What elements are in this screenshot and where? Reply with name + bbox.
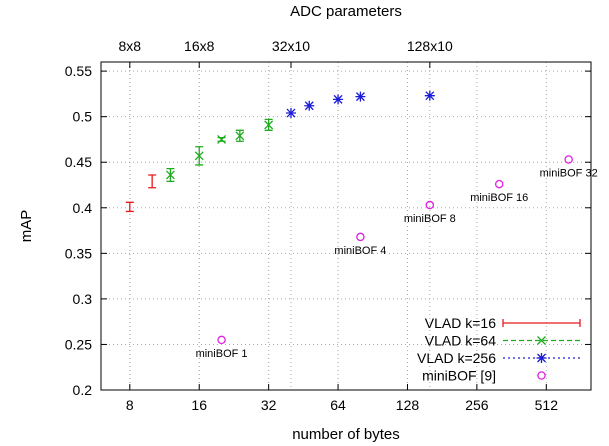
star-glyph (536, 353, 547, 363)
star-glyph (304, 100, 315, 111)
circle-glyph (494, 179, 504, 189)
x-tick-label: 32 (261, 397, 277, 413)
x-tick-label: 128 (396, 397, 420, 413)
series-minibof-9 (217, 155, 573, 345)
y-tick-label: 0.25 (65, 336, 92, 352)
x2-tick-label: 8x8 (119, 38, 142, 54)
cross-glyph (194, 151, 204, 161)
y-tick-label: 0.3 (73, 291, 93, 307)
data-point (494, 179, 504, 189)
series-vlad-k-64 (165, 118, 274, 183)
data-point-errorbar (148, 174, 157, 189)
legend-label: miniBOF [9] (422, 368, 496, 384)
x-tick-label: 16 (191, 397, 207, 413)
cross-glyph (165, 170, 175, 180)
legend-label: VLAD k=64 (425, 333, 496, 349)
plot-frame (100, 61, 592, 391)
x2-tick-label: 128x10 (407, 38, 453, 54)
legend-marker (537, 371, 546, 380)
circle-glyph (564, 155, 573, 164)
x2-tick-label: 16x8 (184, 38, 215, 54)
grid (101, 62, 591, 391)
errorbar-glyph (148, 174, 157, 189)
cross-glyph (235, 131, 245, 141)
data-point (424, 90, 435, 101)
star-glyph (333, 94, 344, 105)
legend-entry: VLAD k=64 (425, 333, 580, 349)
legend-swatch (502, 319, 581, 327)
x-tick-label: 256 (465, 397, 489, 413)
circle-glyph (217, 335, 226, 345)
data-point (425, 200, 435, 210)
point-label: miniBOF 4 (334, 245, 386, 257)
data-point (333, 94, 344, 105)
errorbar-glyph (125, 201, 134, 213)
legend-label: VLAD k=16 (425, 315, 496, 331)
cross-glyph (537, 336, 546, 345)
point-label: miniBOF 16 (470, 192, 528, 204)
y-tick-label: 0.2 (73, 382, 93, 398)
data-point (165, 170, 175, 180)
point-label: miniBOF 32 (540, 167, 598, 179)
y-tick-label: 0.4 (73, 200, 93, 216)
series-vlad-k-16 (125, 174, 157, 213)
x2-tick-label: 32x10 (272, 38, 310, 54)
x-tick-label: 8 (126, 397, 134, 413)
data-point (564, 155, 573, 164)
data-point (217, 335, 226, 345)
y-tick-label: 0.35 (65, 245, 92, 261)
cross-glyph (264, 120, 274, 130)
data-point (355, 91, 366, 102)
x-tick-label: 512 (535, 397, 559, 413)
data-point (235, 131, 245, 141)
y-axis-title: mAP (18, 210, 35, 243)
point-annotations: miniBOF 1 miniBOF 4 miniBOF 8 miniBOF 16 min… (196, 167, 598, 359)
data-point (194, 151, 204, 161)
series-vlad-k-256 (285, 90, 435, 119)
legend-marker (537, 336, 546, 345)
data-point (304, 100, 315, 111)
star-glyph (424, 90, 435, 101)
point-label: miniBOF 8 (404, 213, 456, 225)
x-axis-title: number of bytes (292, 426, 400, 443)
legend-entry: VLAD k=16 (425, 315, 581, 331)
data-point (217, 134, 227, 144)
y-tick-label: 0.5 (73, 109, 93, 125)
y-tick-label: 0.45 (65, 154, 92, 170)
star-glyph (355, 91, 366, 102)
data-series (125, 90, 573, 345)
x-tick-label: 64 (330, 397, 346, 413)
legend-entry: miniBOF [9] (422, 368, 546, 384)
legend-marker (536, 353, 547, 363)
circle-glyph (537, 371, 546, 380)
x2-axis-title: ADC parameters (290, 3, 402, 20)
data-point (285, 108, 296, 119)
star-glyph (285, 108, 296, 119)
data-point (264, 120, 274, 130)
y-tick-label: 0.55 (65, 63, 92, 79)
legend-label: VLAD k=256 (417, 350, 496, 366)
axis-ticks: 8 16 32 64 128 256 512 8x8 16x8 32x10 128x10 0.2 0.2… (65, 38, 591, 413)
data-point (356, 232, 365, 242)
circle-glyph (356, 232, 365, 242)
legend-entry: VLAD k=256 (417, 350, 580, 366)
point-label: miniBOF 1 (196, 348, 248, 360)
cross-glyph (217, 134, 227, 144)
data-point-errorbar (125, 201, 134, 213)
circle-glyph (425, 200, 435, 210)
